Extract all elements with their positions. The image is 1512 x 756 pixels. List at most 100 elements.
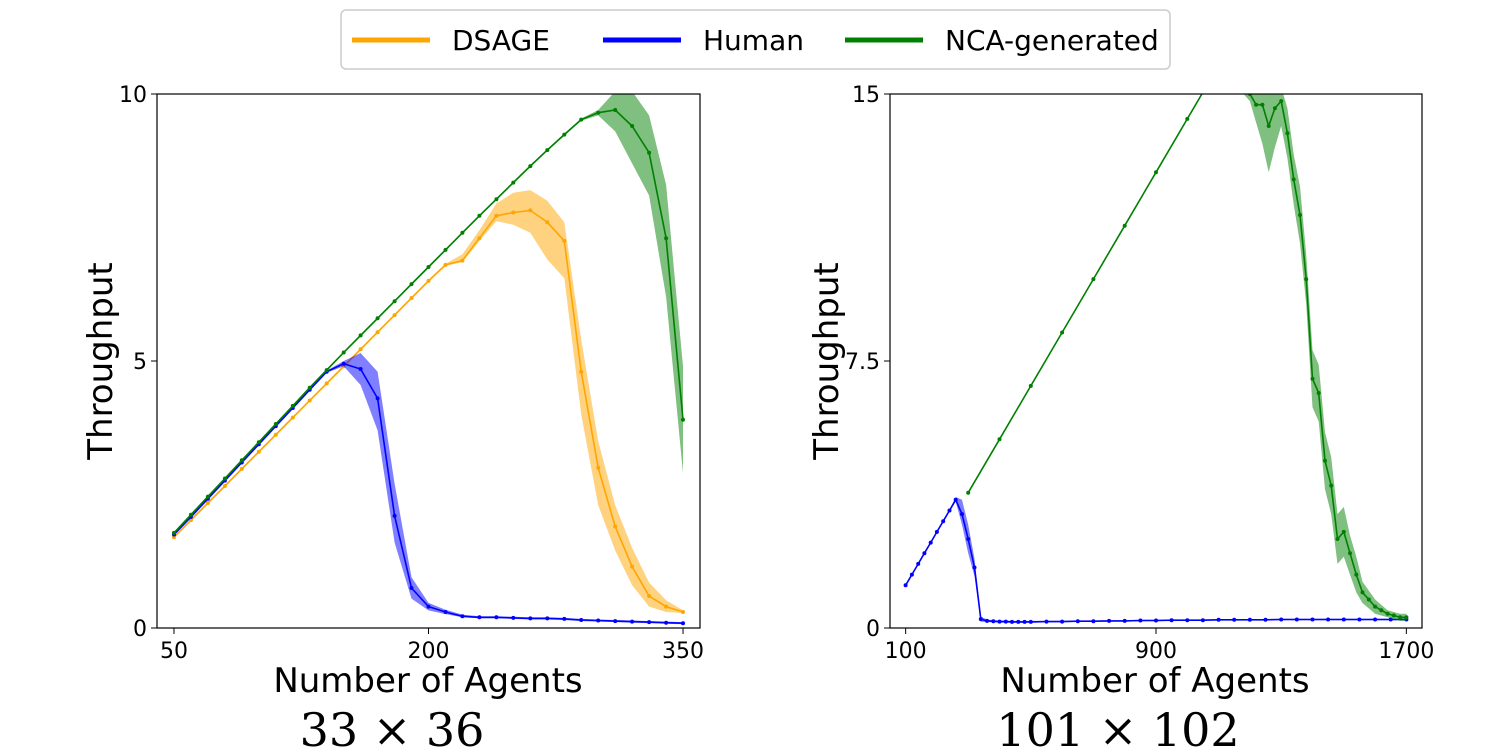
point-nca-generated-right: [1354, 572, 1359, 577]
point-nca-generated-left: [239, 458, 244, 463]
point-nca-generated-left: [426, 265, 431, 269]
point-dsage-left: [664, 604, 669, 609]
point-nca-generated-right: [1185, 116, 1190, 121]
x-axis-label-right: Number of Agents: [1000, 661, 1309, 701]
point-human-right: [1232, 617, 1237, 622]
point-human-left: [579, 618, 584, 622]
point-human-left: [545, 616, 550, 621]
point-human-right: [928, 540, 933, 545]
point-human-right: [1263, 617, 1268, 622]
point-nca-generated-left: [409, 282, 414, 287]
x-tick-label-right: 900: [1135, 639, 1177, 664]
point-nca-generated-left: [273, 422, 278, 426]
point-nca-generated-left: [613, 108, 618, 112]
point-nca-generated-left: [664, 236, 669, 241]
point-human-right: [978, 617, 983, 622]
point-nca-generated-right: [966, 490, 971, 495]
band-human-right: [905, 497, 1407, 623]
point-dsage-left: [392, 313, 397, 318]
point-nca-generated-right: [1379, 608, 1384, 613]
point-human-left: [460, 614, 465, 619]
point-dsage-left: [188, 518, 193, 523]
x-tick-label-left: 350: [662, 639, 704, 664]
point-human-right: [1326, 617, 1331, 622]
point-nca-generated-left: [494, 197, 499, 202]
point-human-right: [1216, 617, 1221, 622]
plot-area-left: [172, 94, 685, 626]
point-human-right: [903, 583, 908, 588]
point-nca-generated-left: [562, 132, 567, 137]
ticks-right: 100 900 1700 0 7.5 15: [845, 83, 1434, 664]
point-human-right: [1010, 619, 1014, 624]
band-nca-generated-left: [174, 94, 683, 534]
point-nca-generated-left: [256, 440, 261, 445]
point-human-right: [972, 565, 977, 570]
point-dsage-left: [273, 432, 278, 437]
point-nca-generated-left: [647, 150, 652, 155]
point-dsage-left: [239, 466, 244, 471]
point-nca-generated-left: [222, 476, 227, 481]
point-human-right: [1388, 617, 1393, 622]
point-nca-generated-left: [324, 368, 329, 373]
point-nca-generated-right: [1323, 458, 1327, 463]
point-nca-generated-right: [1310, 376, 1315, 381]
point-dsage-left: [426, 278, 431, 283]
line-nca-generated-right: [967, 94, 1407, 619]
point-nca-generated-right: [1254, 102, 1259, 107]
y-tick-label-right: 7.5: [845, 350, 880, 375]
series-group-right: [903, 94, 1409, 624]
point-nca-generated-left: [392, 299, 397, 304]
point-human-right: [1060, 619, 1065, 624]
subtitle-right: 101 × 102: [996, 703, 1239, 756]
point-human-right: [1294, 617, 1299, 622]
series-group-left: [172, 94, 685, 626]
point-nca-generated-left: [511, 180, 516, 185]
point-dsage-left: [545, 220, 550, 225]
point-human-right: [1091, 619, 1096, 624]
point-human-right: [966, 537, 971, 541]
point-human-left: [511, 615, 516, 620]
point-dsage-left: [477, 236, 482, 241]
point-nca-generated-left: [681, 417, 685, 422]
band-nca-generated-right: [968, 94, 1407, 621]
point-human-left: [443, 610, 448, 614]
point-nca-generated-left: [188, 512, 193, 517]
point-human-left: [409, 586, 414, 590]
point-nca-generated-left: [375, 316, 380, 321]
y-tick-label-left: 5: [133, 350, 147, 375]
point-human-right: [997, 619, 1002, 624]
point-dsage-left: [613, 524, 618, 529]
point-nca-generated-right: [1391, 613, 1396, 618]
point-dsage-left: [324, 381, 329, 386]
point-human-right: [922, 551, 927, 556]
point-human-right: [1022, 619, 1027, 624]
point-nca-generated-left: [358, 333, 363, 338]
ticks-left: 50 200 350 0 5 10: [119, 83, 704, 664]
point-nca-generated-right: [1291, 177, 1296, 182]
point-human-left: [494, 615, 499, 620]
point-human-right: [1016, 619, 1021, 624]
point-nca-generated-right: [997, 437, 1002, 442]
point-human-right: [947, 508, 952, 513]
x-tick-label-left: 200: [408, 639, 450, 664]
point-dsage-left: [256, 449, 261, 454]
y-tick-label-right: 0: [866, 617, 880, 642]
point-dsage-left: [681, 610, 685, 614]
panel-left: 50 200 350 0 5 10 Number of Agents Throughput…: [81, 83, 704, 756]
point-nca-generated-right: [1366, 597, 1371, 602]
point-dsage-left: [528, 208, 533, 213]
band-dsage-left: [174, 190, 683, 613]
point-nca-generated-right: [1298, 213, 1302, 217]
point-dsage-left: [647, 594, 652, 598]
point-nca-generated-left: [205, 494, 210, 499]
x-tick-label-right: 100: [885, 639, 927, 664]
point-dsage-left: [494, 213, 499, 218]
point-nca-generated-left: [341, 350, 346, 355]
y-tick-label-left: 10: [119, 83, 147, 108]
point-human-right: [1138, 618, 1143, 623]
point-human-left: [528, 616, 533, 621]
y-tick-label-right: 15: [852, 83, 880, 108]
y-tick-label-left: 0: [133, 617, 147, 642]
point-dsage-left: [290, 415, 295, 420]
point-human-right: [909, 572, 914, 577]
